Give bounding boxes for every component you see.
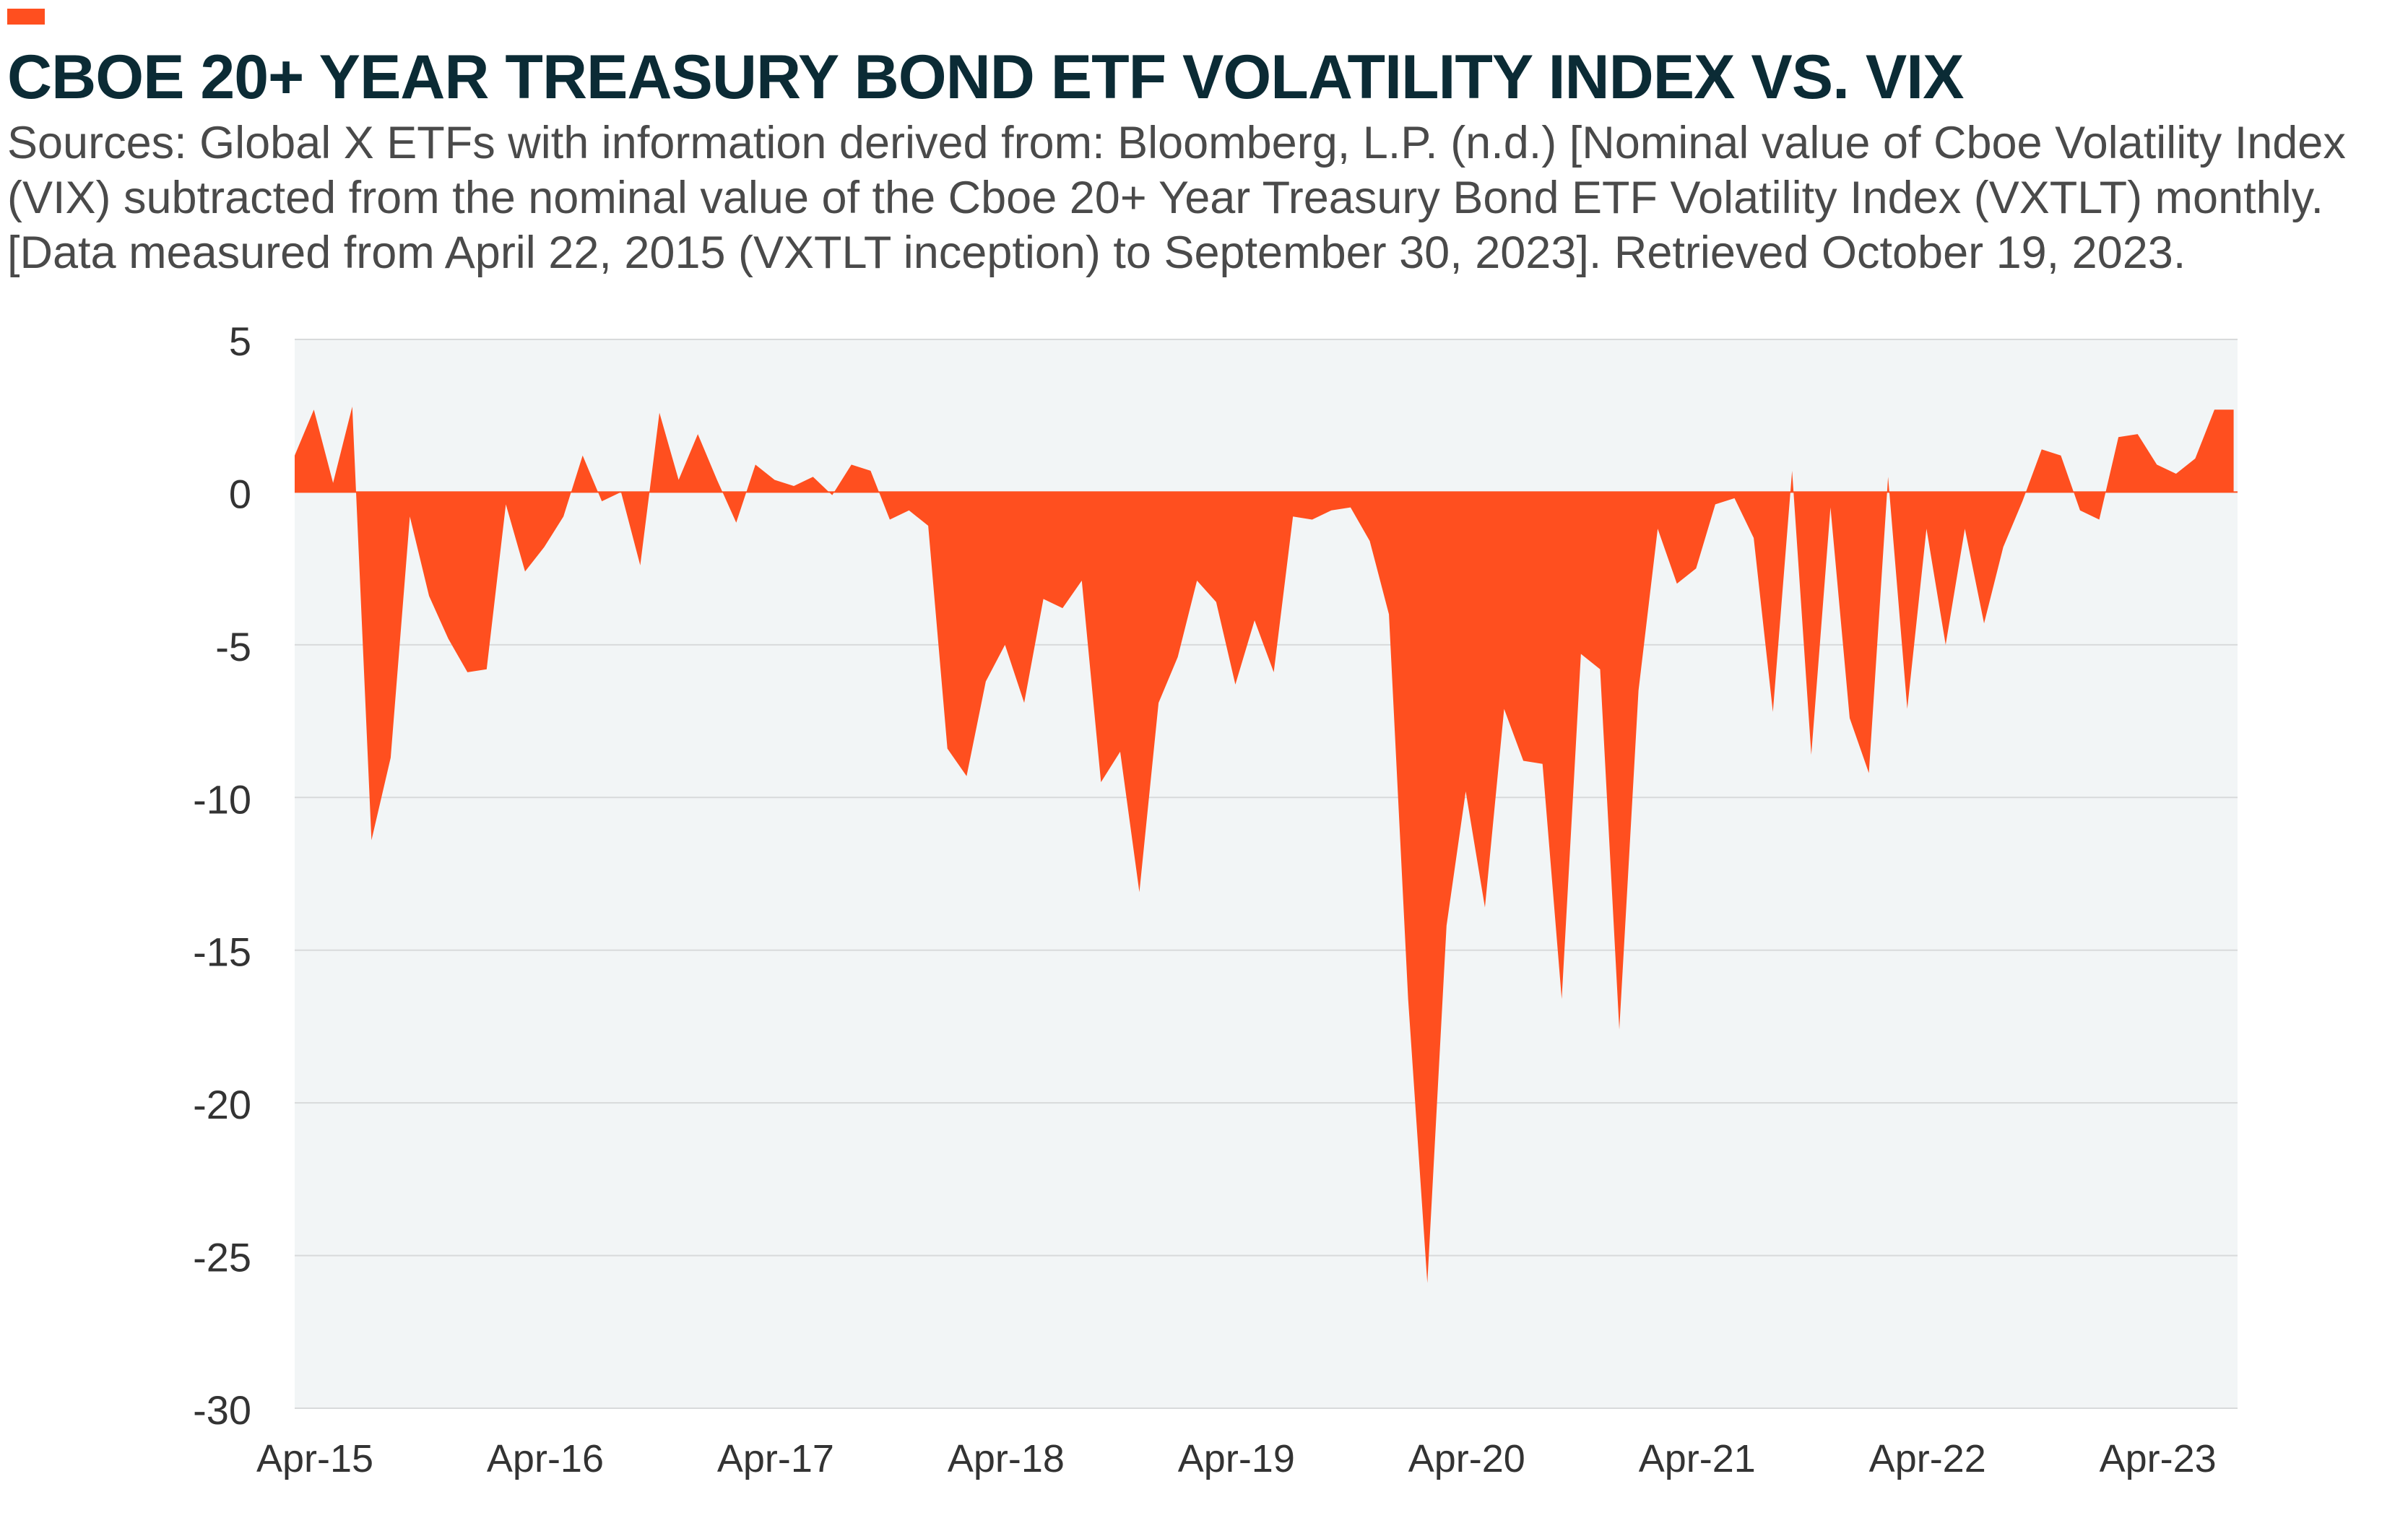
- x-tick-label: Apr-22: [1869, 1437, 1986, 1480]
- subtitle-line: Sources: Global X ETFs with information …: [7, 118, 2346, 168]
- difference-area: [295, 407, 2234, 1283]
- x-tick-label: Apr-20: [1408, 1437, 1525, 1480]
- y-tick-label: -25: [193, 1235, 251, 1280]
- x-tick-label: Apr-17: [717, 1437, 834, 1480]
- x-axis-ticks: Apr-15 Apr-16 Apr-17 Apr-18 Apr-19 Apr-20 Apr-…: [256, 1437, 2217, 1480]
- y-tick-label: -5: [215, 624, 251, 669]
- chart-subtitle: Sources: Global X ETFs with information …: [7, 116, 2391, 280]
- x-tick-label: Apr-18: [948, 1437, 1065, 1480]
- x-tick-label: Apr-16: [487, 1437, 604, 1480]
- chart-title: CBOE 20+ YEAR TREASURY BOND ETF VOLATILI…: [7, 43, 1964, 112]
- subtitle-line: (VIX) subtracted from the nominal value …: [7, 173, 2323, 223]
- y-tick-label: -20: [193, 1082, 251, 1127]
- y-tick-label: -10: [193, 776, 251, 822]
- x-tick-label: Apr-23: [2100, 1437, 2217, 1480]
- x-tick-label: Apr-15: [256, 1437, 373, 1480]
- y-axis-ticks: 5 0 -5 -10 -15 -20 -25 -30: [193, 318, 251, 1433]
- y-tick-label: -30: [193, 1387, 251, 1433]
- y-tick-label: -15: [193, 929, 251, 975]
- y-tick-label: 5: [229, 318, 251, 364]
- y-tick-label: 0: [229, 471, 251, 516]
- x-tick-label: Apr-19: [1178, 1437, 1295, 1480]
- x-tick-label: Apr-21: [1639, 1437, 1756, 1480]
- subtitle-line: [Data measured from April 22, 2015 (VXTL…: [7, 227, 2186, 278]
- accent-bar: [7, 9, 45, 25]
